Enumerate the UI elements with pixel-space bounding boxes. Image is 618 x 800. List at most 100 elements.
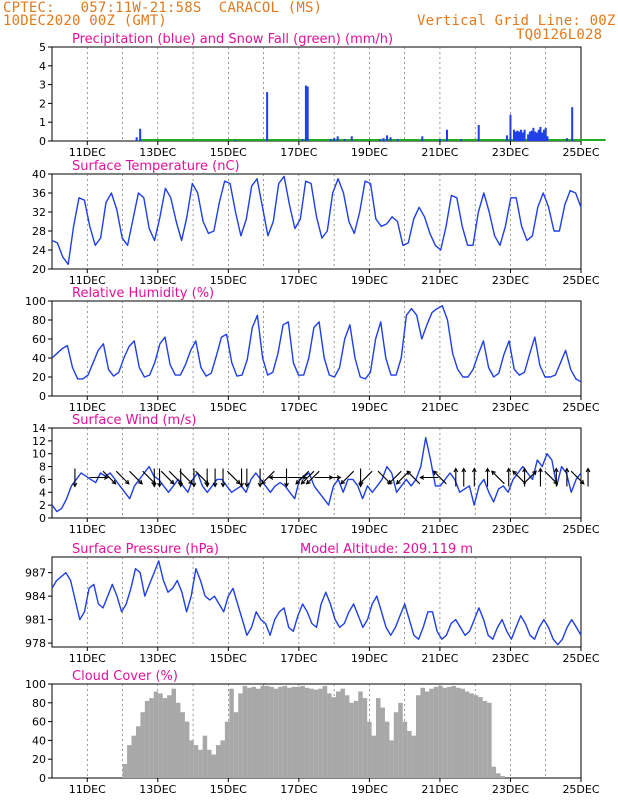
wind-arrow-head — [585, 467, 591, 473]
precip-bar — [518, 131, 521, 141]
cloud-bar — [171, 688, 177, 778]
x-tick-label: 11DEC — [69, 783, 106, 796]
wind-arrow-head — [72, 482, 78, 488]
panel-frame — [51, 173, 582, 270]
wind-arrow-shaft — [102, 470, 116, 485]
panel-title: Surface Wind (m/s) — [72, 413, 196, 428]
wind-arrow-shaft — [377, 470, 392, 485]
wind-arrow — [395, 470, 410, 485]
cloud-bar — [376, 698, 381, 778]
wind-arrow — [432, 470, 447, 485]
x-tick-label: 25DEC — [562, 274, 599, 287]
wind-arrow-shaft — [512, 470, 526, 485]
cloud-bar — [389, 740, 394, 778]
cloud-bar — [273, 688, 279, 778]
y-tick-label: 20 — [32, 371, 46, 384]
precip-bar — [505, 135, 508, 141]
x-tick-label: 11DEC — [69, 652, 106, 665]
wind-arrow-shaft — [142, 470, 156, 485]
wind-arrow — [358, 470, 373, 485]
wind-arrow-head — [191, 482, 197, 488]
cloud-bar — [260, 685, 265, 778]
precip-bar — [343, 139, 346, 141]
precip-bar — [378, 139, 381, 141]
wind-arrow — [585, 467, 591, 487]
x-tick-label: 11DEC — [69, 401, 106, 414]
wind-arrow — [419, 475, 439, 480]
y-tick-label: 20 — [32, 753, 46, 766]
precip-bar — [421, 136, 424, 141]
cloud-bar — [353, 700, 359, 778]
wind-arrow — [195, 470, 209, 485]
precip-bar — [234, 140, 237, 141]
x-tick-label: 25DEC — [562, 652, 599, 665]
cloud-bar — [380, 707, 385, 778]
panel-3 — [48, 427, 591, 522]
cloud-bar — [304, 687, 310, 778]
x-tick-label: 21DEC — [421, 146, 458, 159]
wind-arrow-shaft — [340, 470, 355, 485]
x-tick-label: 25DEC — [562, 401, 599, 414]
cloud-bar — [411, 735, 417, 778]
x-tick-label: 19DEC — [351, 783, 388, 796]
x-tick-label: 25DEC — [562, 523, 599, 536]
wind-arrow-shaft — [359, 470, 373, 485]
x-tick-label: 23DEC — [492, 401, 529, 414]
precip-bar — [534, 131, 537, 141]
x-tick-label: 21DEC — [421, 783, 458, 796]
x-tick-label: 15DEC — [210, 401, 247, 414]
y-tick-label: 10 — [32, 448, 46, 461]
cloud-bar — [438, 685, 443, 778]
precip-bar — [532, 127, 535, 141]
y-tick-label: 100 — [25, 678, 46, 691]
wind-arrow-shaft — [544, 470, 558, 485]
cloud-bar — [340, 688, 345, 778]
precip-bar — [571, 107, 574, 141]
x-tick-label: 17DEC — [280, 401, 317, 414]
wind-arrow-shaft — [306, 470, 320, 485]
cloud-bar — [433, 686, 439, 778]
x-tick-label: 15DEC — [210, 652, 247, 665]
x-tick-label: 13DEC — [139, 783, 176, 796]
precip-bar — [382, 138, 385, 141]
cloud-bar — [331, 697, 337, 778]
y-tick-label: 3 — [39, 79, 46, 92]
cloud-bar — [469, 693, 474, 778]
precip-bar — [509, 114, 512, 141]
x-tick-label: 15DEC — [210, 783, 247, 796]
y-tick-label: 40 — [32, 734, 46, 747]
cloud-bar — [451, 685, 457, 778]
cloud-bar — [362, 698, 368, 778]
cloud-bar — [424, 691, 430, 778]
wind-arrow-shaft — [261, 470, 275, 485]
series-line — [51, 305, 582, 383]
cloud-bar — [238, 693, 243, 778]
wind-arrow-head — [538, 467, 543, 473]
cloud-bar — [278, 686, 283, 778]
wind-arrow-head — [284, 482, 289, 488]
panel-1 — [48, 173, 582, 273]
panel-2 — [48, 300, 582, 400]
precip-bar — [516, 130, 519, 141]
x-tick-label: 23DEC — [492, 146, 529, 159]
wind-arrow — [453, 467, 459, 487]
x-tick-label: 15DEC — [210, 523, 247, 536]
cloud-bar — [287, 687, 292, 778]
y-tick-label: 40 — [32, 168, 46, 181]
y-tick-label: 984 — [25, 590, 46, 603]
x-tick-label: 19DEC — [351, 146, 388, 159]
precip-bar — [523, 129, 526, 141]
cloud-bar — [322, 685, 328, 778]
cloud-bar — [327, 693, 332, 778]
cloud-bar — [313, 689, 319, 778]
cloud-bar — [207, 749, 212, 778]
station-header: CPTEC: 057:11W-21:58S CARACOL (MS) — [3, 0, 323, 16]
y-tick-label: 80 — [32, 314, 46, 327]
precip-bar — [528, 131, 531, 141]
series-line — [51, 436, 582, 513]
precip-bar — [336, 136, 339, 141]
wind-arrow — [564, 467, 570, 487]
panel-0 — [48, 46, 606, 145]
cloud-bar — [193, 745, 199, 778]
